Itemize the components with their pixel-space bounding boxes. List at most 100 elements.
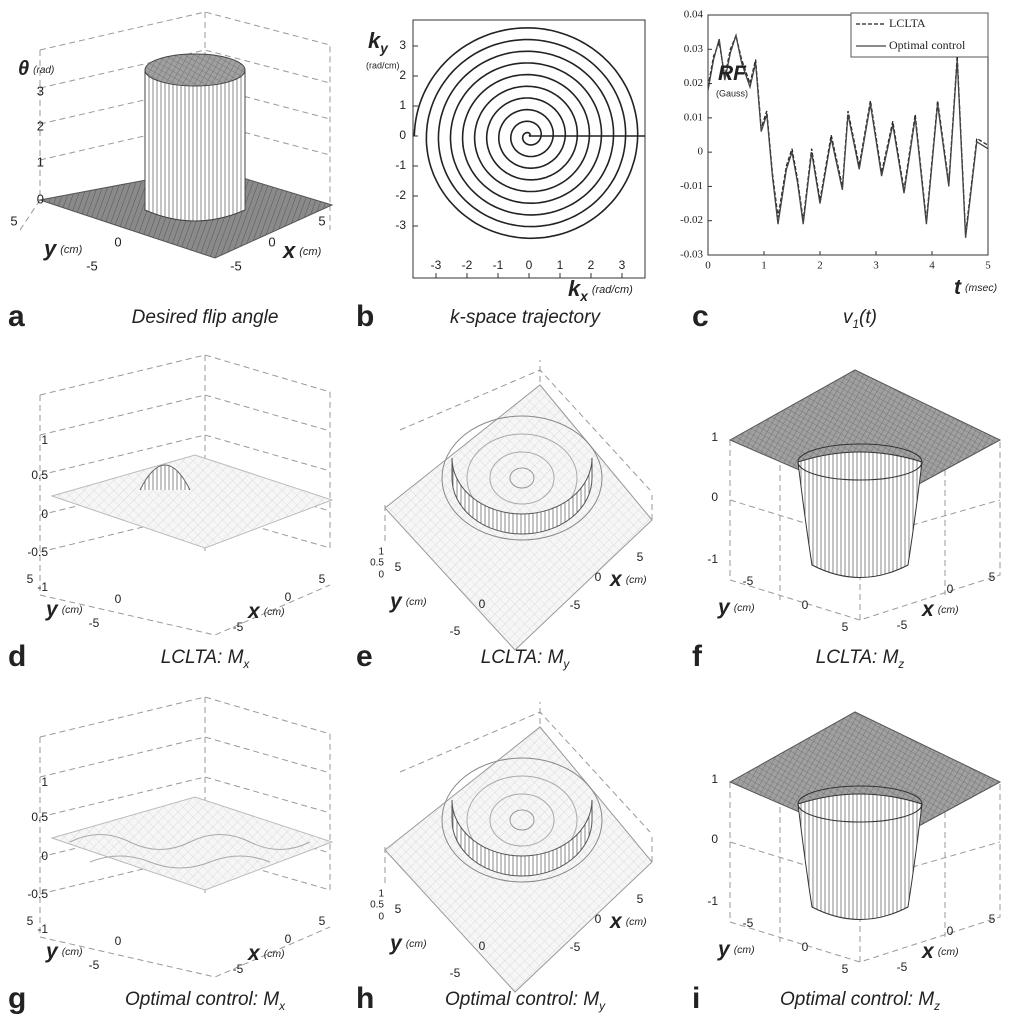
tick-label: 5 xyxy=(395,560,402,574)
label-part: (cm) xyxy=(938,946,959,958)
label-part: Optimal control: M xyxy=(445,989,599,1010)
tick-label: -5 xyxy=(450,966,461,980)
label: x(cm) xyxy=(247,600,285,623)
label-part: (t) xyxy=(859,307,877,328)
tick-label: 0 xyxy=(115,934,122,948)
tick-label: 2 xyxy=(817,260,823,272)
tick-label: 1 xyxy=(711,430,718,444)
tick-label: 5 xyxy=(395,902,402,916)
label-part: y xyxy=(389,590,403,613)
tick-label: 0 xyxy=(37,191,44,206)
tick-label: 0.5 xyxy=(370,900,384,911)
label-part: x xyxy=(247,942,261,965)
caption: LCLTA: Mx xyxy=(161,647,251,671)
tick-label: -2 xyxy=(462,258,473,272)
tick-label: -0.5 xyxy=(27,545,48,559)
tick-label: 1 xyxy=(378,889,384,900)
tick-label: 5 xyxy=(637,550,644,564)
label: y(cm) xyxy=(45,940,83,963)
tick-label: 2 xyxy=(399,68,406,82)
tick-label: 0 xyxy=(41,507,48,521)
tick-label: 0 xyxy=(947,924,954,938)
label-part: Optimal control: M xyxy=(125,989,279,1010)
tick-label: 0 xyxy=(41,849,48,863)
tick-label: 5 xyxy=(637,892,644,906)
panel-letter: e xyxy=(356,640,373,673)
data-line xyxy=(708,36,988,238)
label-part: x xyxy=(609,568,623,591)
label-part: (cm) xyxy=(734,944,755,956)
label-part: (cm) xyxy=(62,604,83,616)
tick-label: 1 xyxy=(378,547,384,558)
label-part: y xyxy=(717,938,731,961)
box-edge xyxy=(40,395,330,435)
tick-label: -0.02 xyxy=(680,214,703,226)
tick-label: -5 xyxy=(86,258,98,273)
label-part: θ xyxy=(18,58,29,80)
label-part: z xyxy=(897,658,904,671)
label-part: (msec) xyxy=(965,282,997,294)
label: kx(rad/cm) xyxy=(568,276,633,304)
tick-label: 0.03 xyxy=(684,43,704,55)
tick-label: 3 xyxy=(37,83,44,98)
tick-label: -1 xyxy=(707,894,718,908)
label-part: LCLTA: M xyxy=(161,647,244,668)
tick-label: 5 xyxy=(989,570,996,584)
label: y(cm) xyxy=(389,590,427,613)
label-part: x xyxy=(242,658,250,671)
label: y(cm) xyxy=(45,598,83,621)
label: y(cm) xyxy=(717,938,755,961)
tick-label: 0 xyxy=(479,939,486,953)
label-part: (cm) xyxy=(60,244,82,256)
label-part: (cm) xyxy=(264,948,285,960)
tick-label: 5 xyxy=(318,213,325,228)
caption: Optimal control: Mx xyxy=(125,989,286,1013)
tick-label: -5 xyxy=(233,620,244,634)
surface-cylinder xyxy=(145,70,245,221)
label-part: z xyxy=(933,1000,940,1013)
label: x(cm) xyxy=(921,598,959,621)
label-part: (cm) xyxy=(406,596,427,608)
label-part: y xyxy=(562,658,570,671)
label: ky xyxy=(368,28,389,56)
label: t(msec) xyxy=(954,276,997,299)
axis-unit: (Gauss) xyxy=(716,88,748,98)
tick-label: -5 xyxy=(897,960,908,974)
tick-label: -5 xyxy=(233,962,244,976)
caption: v1(t) xyxy=(843,307,877,331)
tick-label: -5 xyxy=(230,258,242,273)
tick-label: 0 xyxy=(378,912,384,923)
tick-label: 0 xyxy=(479,597,486,611)
tick-label: -3 xyxy=(431,258,442,272)
tick-label: 3 xyxy=(619,258,626,272)
label-part: (cm) xyxy=(626,574,647,586)
surface xyxy=(52,797,332,890)
label-part: x xyxy=(282,238,296,263)
tick-label: -1 xyxy=(37,580,48,594)
surface-well xyxy=(798,794,922,920)
label-part: y xyxy=(45,598,59,621)
tick-label: 2 xyxy=(588,258,595,272)
tick-label: -1 xyxy=(493,258,504,272)
panel-letter: f xyxy=(692,640,703,673)
caption: LCLTA: Mz xyxy=(816,647,905,671)
tick-label: -5 xyxy=(743,574,754,588)
label: x(cm) xyxy=(609,568,647,591)
tick-label: -5 xyxy=(570,940,581,954)
label-part: (cm) xyxy=(734,602,755,614)
legend-label: Optimal control xyxy=(889,38,966,52)
tick-label: 0 xyxy=(285,932,292,946)
panel-letter: a xyxy=(8,300,25,333)
panel-letter: i xyxy=(692,982,700,1015)
tick-label: -5 xyxy=(89,616,100,630)
label-part: (cm) xyxy=(406,938,427,950)
tick-label: 0.5 xyxy=(370,558,384,569)
label-part: (cm) xyxy=(626,916,647,928)
tick-label: 1 xyxy=(41,775,48,789)
label-part: x xyxy=(921,598,935,621)
tick-label: -0.5 xyxy=(27,887,48,901)
label-part: y xyxy=(389,932,403,955)
tick-label: 1 xyxy=(399,98,406,112)
panel-letter: b xyxy=(356,300,374,333)
tick-label: -1 xyxy=(707,552,718,566)
